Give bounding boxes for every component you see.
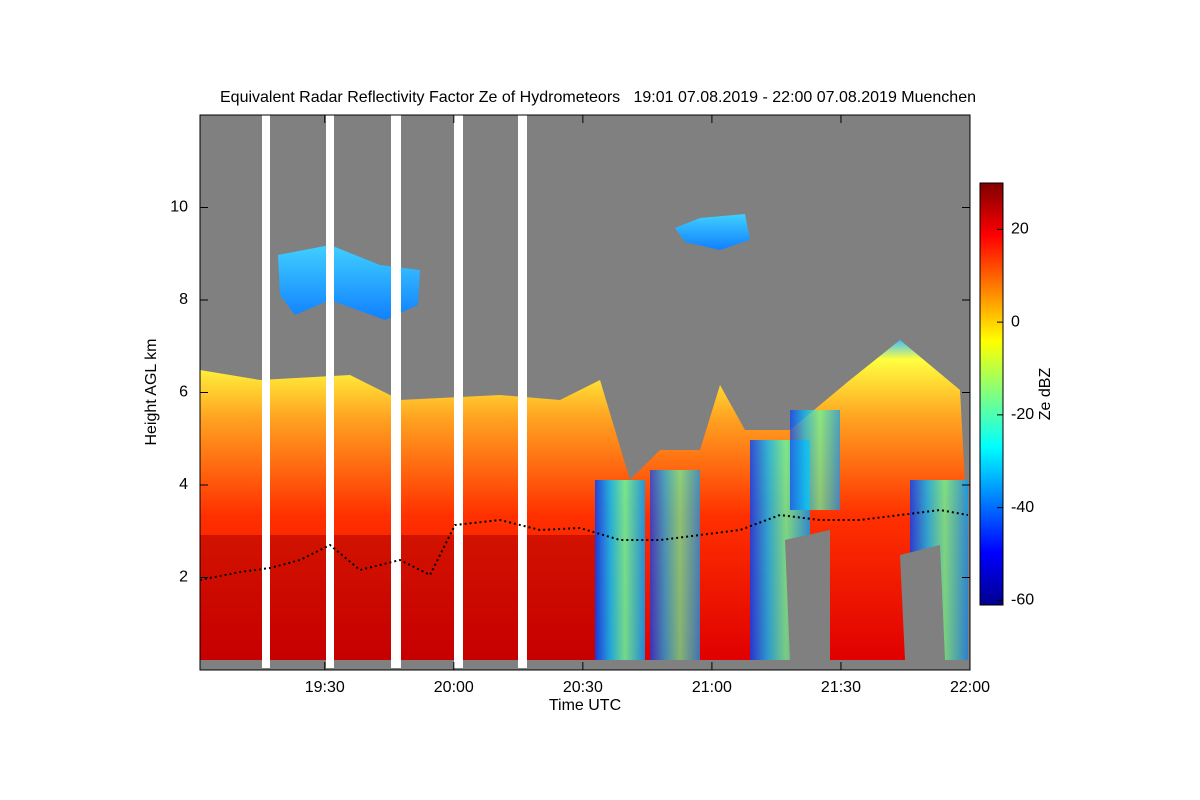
colorbar-tick-label: 0 bbox=[1011, 313, 1020, 330]
x-tick-label: 20:30 bbox=[563, 679, 603, 696]
colorbar-tick-label: -60 bbox=[1011, 592, 1034, 609]
y-tick-label: 4 bbox=[179, 476, 188, 493]
no-signal-area bbox=[900, 545, 945, 660]
weak-echo bbox=[790, 410, 840, 510]
colorbar bbox=[980, 183, 1003, 605]
x-tick-label: 19:30 bbox=[305, 679, 345, 696]
data-gap bbox=[262, 115, 527, 668]
cloud bbox=[675, 214, 750, 250]
y-tick-label: 10 bbox=[170, 199, 188, 216]
x-tick-label: 20:00 bbox=[434, 679, 474, 696]
colorbar-tick-label: -40 bbox=[1011, 499, 1034, 516]
x-axis-label: Time UTC bbox=[549, 697, 621, 714]
colorbar-tick-label: 20 bbox=[1011, 221, 1029, 238]
radar-field bbox=[199, 115, 970, 670]
y-tick-label: 6 bbox=[179, 384, 188, 401]
x-tick-label: 21:00 bbox=[692, 679, 732, 696]
y-axis-label: Height AGL km bbox=[143, 338, 160, 445]
chart-title: Equivalent Radar Reflectivity Factor Ze … bbox=[220, 89, 976, 106]
weak-echo bbox=[650, 470, 700, 660]
colorbar-tick-label: -20 bbox=[1011, 406, 1034, 423]
y-tick-label: 8 bbox=[179, 291, 188, 308]
colorbar-label: Ze dBZ bbox=[1037, 368, 1054, 421]
weak-echo bbox=[595, 480, 645, 660]
cloud-base bbox=[199, 508, 969, 581]
x-tick-label: 22:00 bbox=[950, 679, 990, 696]
no-signal-area bbox=[785, 530, 830, 660]
x-tick-label: 21:30 bbox=[821, 679, 861, 696]
cloud bbox=[278, 245, 420, 320]
y-tick-label: 2 bbox=[179, 569, 188, 586]
colorbar-frame bbox=[979, 182, 1004, 606]
